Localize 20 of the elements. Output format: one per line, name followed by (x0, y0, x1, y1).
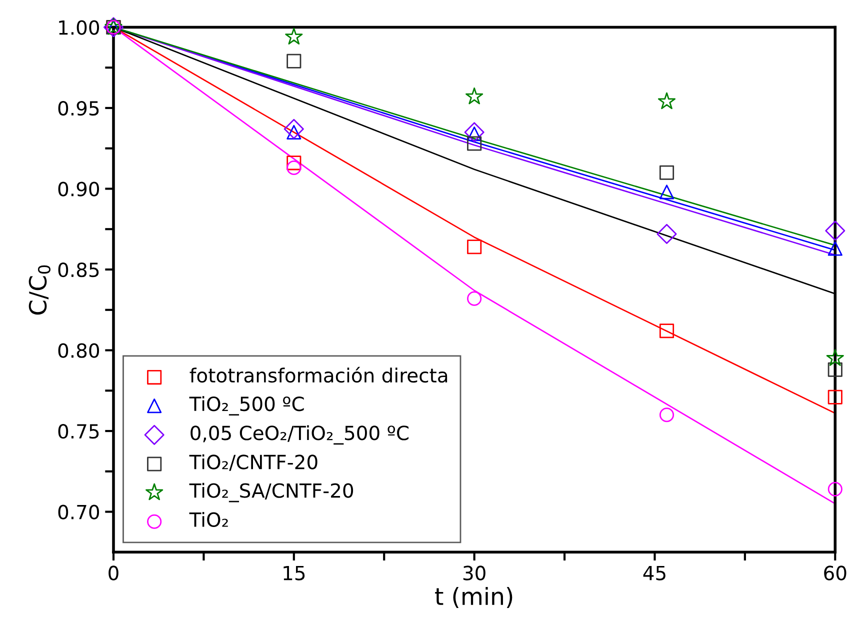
legend-label: 0,05 CeO₂/TiO₂_500 ºC (190, 425, 408, 445)
legend-label: TiO₂_SA/CNTF-20 (189, 482, 354, 502)
y-tick-label: 0.85 (58, 262, 99, 278)
x-axis-title: t (min) (435, 586, 512, 608)
legend-label: TiO₂_500 ºC (189, 396, 304, 416)
x-tick-label: 0 (108, 566, 118, 580)
y-tick-label: 0.90 (58, 182, 100, 196)
legend-label: fototransformación directa (190, 366, 448, 383)
y-tick-label: 0.70 (58, 504, 100, 520)
x-tick-label: 60 (824, 566, 846, 580)
legend-label: TiO₂ (189, 512, 228, 527)
x-tick-label: 30 (463, 566, 486, 580)
y-tick-label: 0.75 (58, 424, 99, 439)
x-tick-label: 15 (284, 566, 305, 580)
x-tick-label: 45 (643, 566, 666, 580)
y-tick-label: 1.00 (59, 20, 100, 35)
y-tick-label: 0.80 (58, 343, 100, 358)
y-tick-label: 0.95 (58, 100, 99, 116)
legend-label: TiO₂/CNTF-20 (189, 454, 318, 471)
y-axis-title: C/C$_{0}$ (28, 265, 50, 315)
